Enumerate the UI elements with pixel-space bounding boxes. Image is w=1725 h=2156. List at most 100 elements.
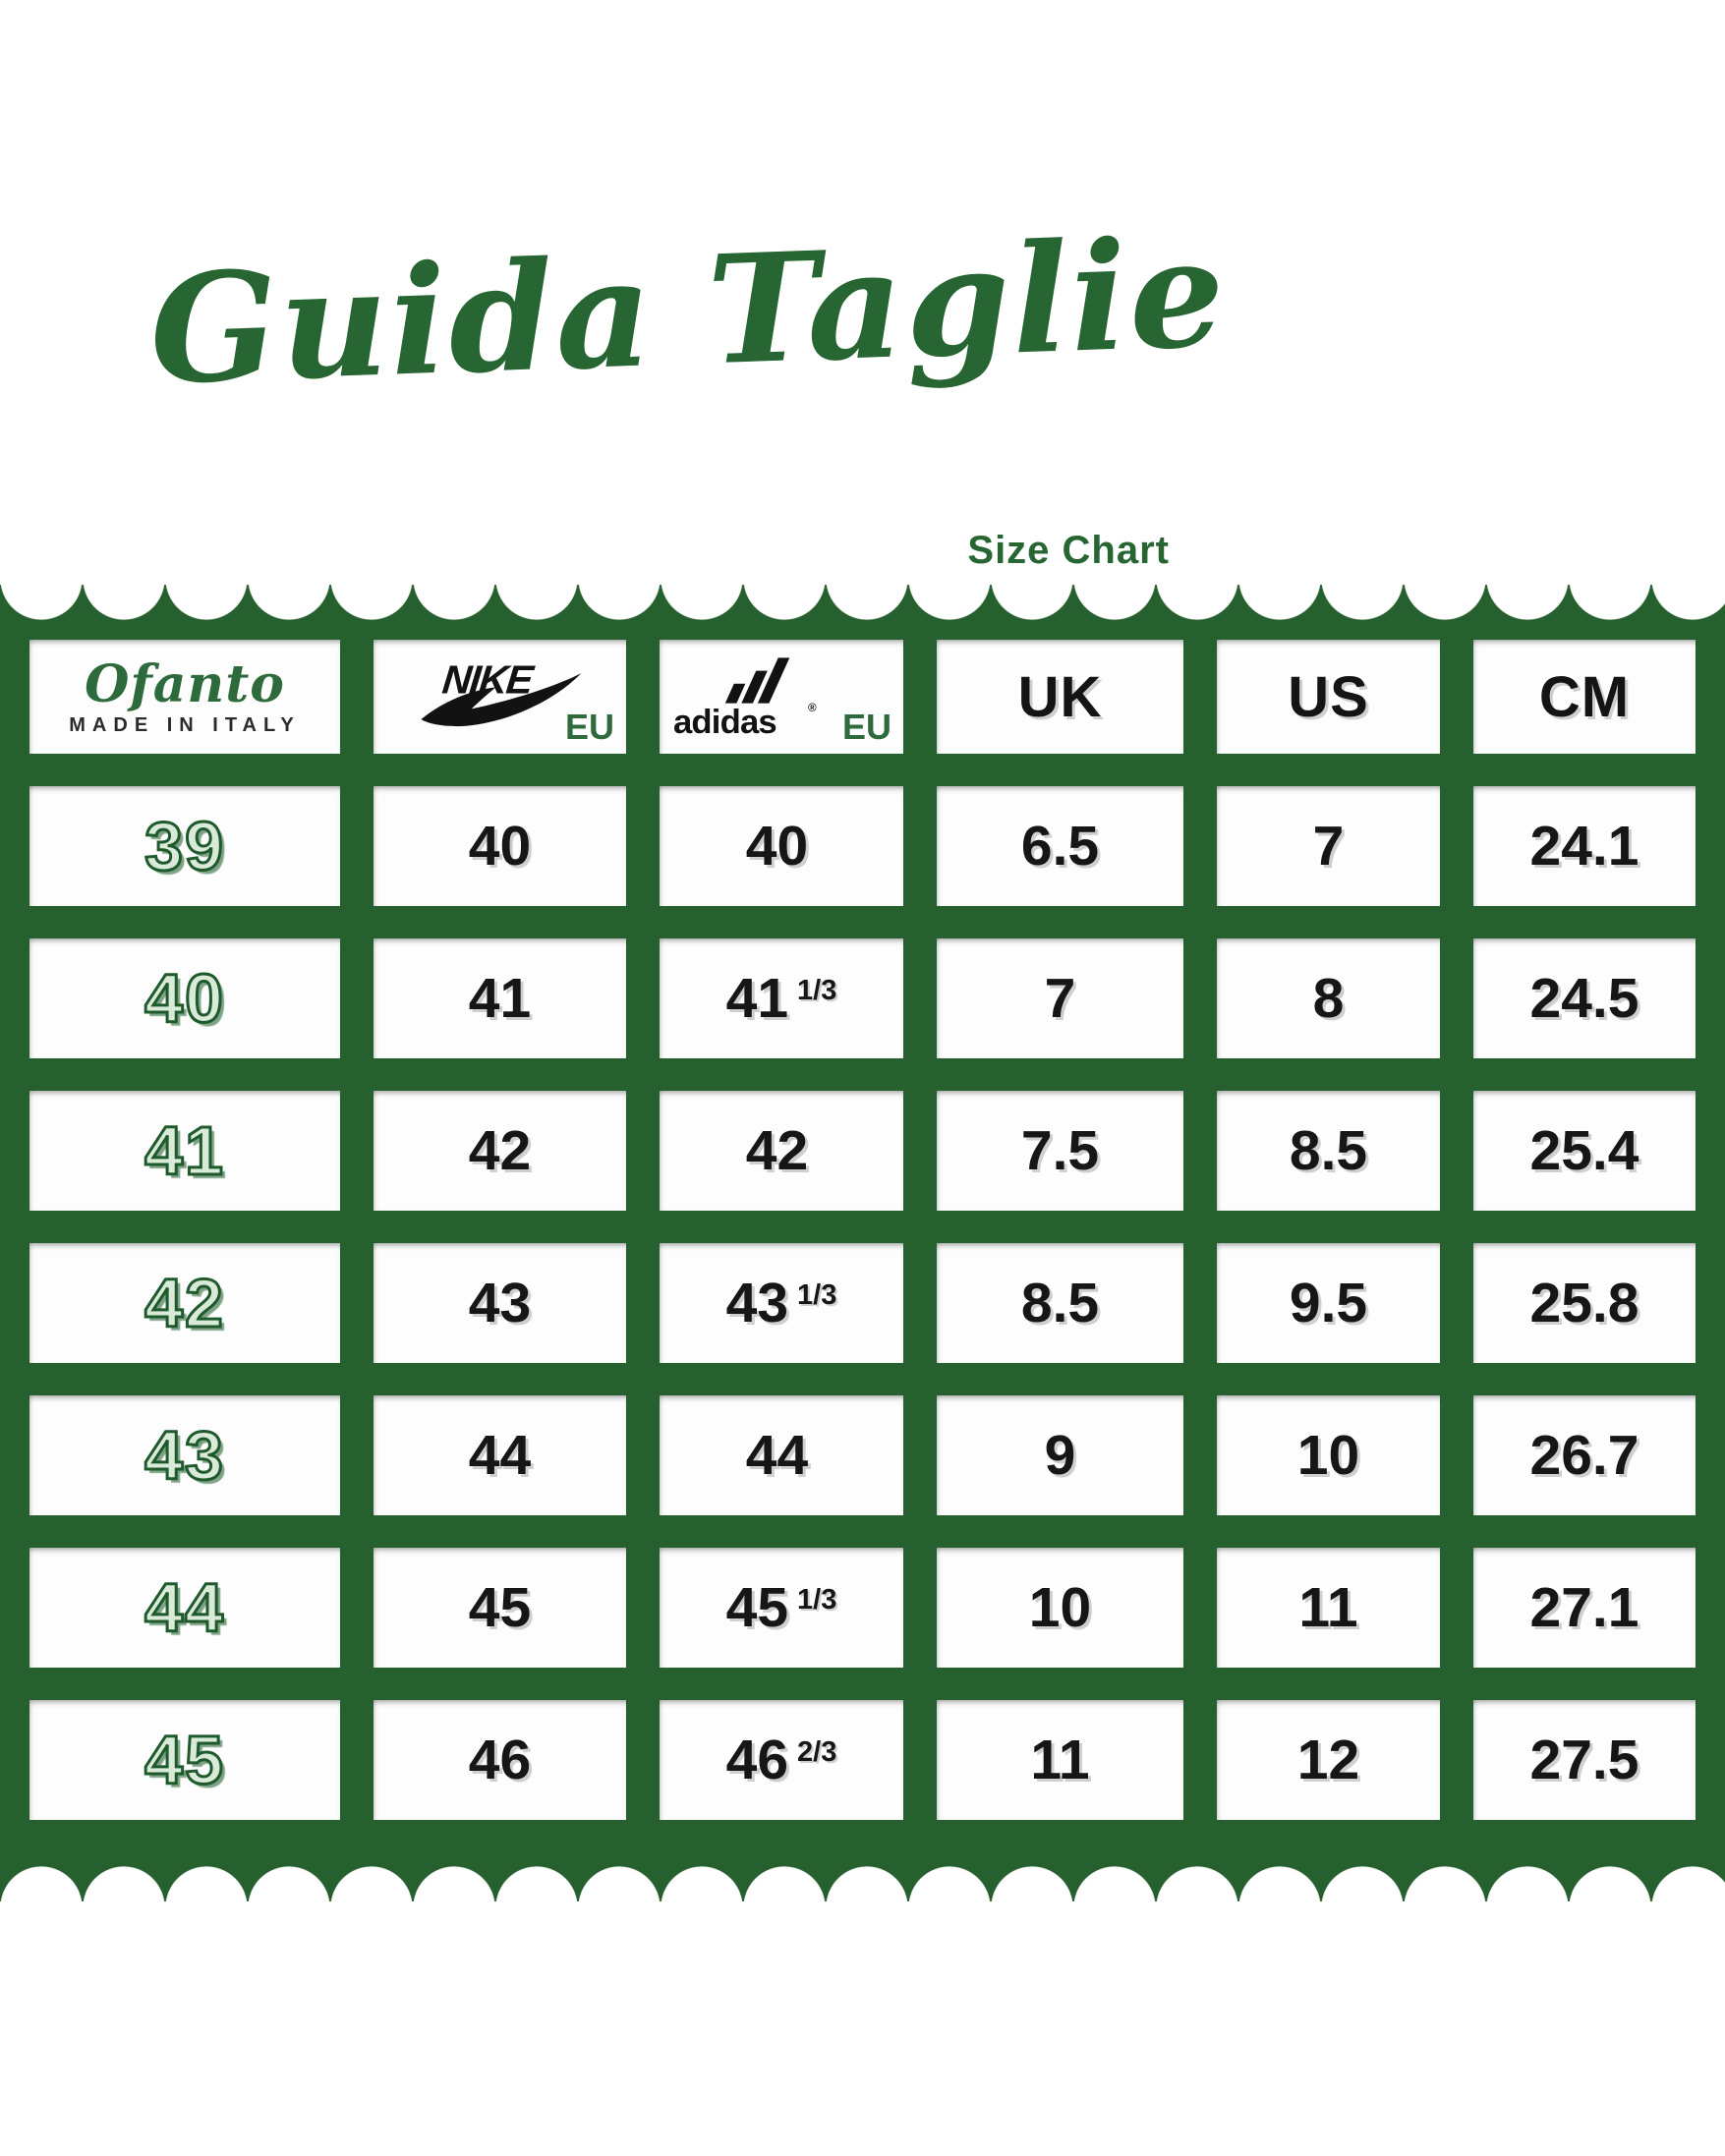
adidas-size-value: 44 [745, 1424, 809, 1487]
us-size-cell: 12 [1217, 1700, 1440, 1820]
uk-size-cell: 7.5 [937, 1091, 1183, 1211]
nike-size-value: 42 [468, 1119, 532, 1182]
us-size-cell: 8 [1217, 938, 1440, 1058]
uk-size-value: 8.5 [1020, 1272, 1100, 1334]
adidas-size-fraction: 2/3 [797, 1735, 837, 1768]
cm-size-value: 25.8 [1529, 1272, 1639, 1334]
cm-size-value: 24.5 [1529, 967, 1639, 1030]
uk-size-value: 7.5 [1020, 1119, 1100, 1182]
adidas-size-value: 46 [725, 1729, 789, 1791]
nike-size-value: 46 [468, 1729, 532, 1791]
us-size-value: 8.5 [1289, 1119, 1368, 1182]
nike-size-cell: 45 [374, 1548, 626, 1668]
uk-size-value: 7 [1044, 967, 1076, 1030]
nike-size-cell: 44 [374, 1395, 626, 1515]
scalloped-table-frame: Ofanto MADE IN ITALY NIKE EU adidas ® [0, 585, 1725, 1901]
us-size-cell: 9.5 [1217, 1243, 1440, 1363]
adidas-size-cell: 40 [660, 786, 903, 906]
adidas-size-fraction: 1/3 [797, 1278, 837, 1311]
ofanto-brand-header: Ofanto MADE IN ITALY [29, 640, 340, 754]
us-header-label: US [1288, 664, 1369, 729]
adidas-size-value: 43 [725, 1272, 789, 1334]
title-area: Guida Taglie Size Chart [0, 0, 1725, 585]
uk-size-cell: 7 [937, 938, 1183, 1058]
cm-size-cell: 27.1 [1473, 1548, 1696, 1668]
nike-size-value: 44 [468, 1424, 532, 1487]
adidas-eu-header: adidas ® EU [660, 640, 903, 754]
adidas-size-cell: 42 [660, 1091, 903, 1211]
ofanto-size-cell: 42 [29, 1243, 340, 1363]
page-title: Guida Taglie [146, 203, 1230, 419]
adidas-size-value: 45 [725, 1576, 789, 1639]
us-size-value: 12 [1296, 1729, 1360, 1791]
nike-size-cell: 43 [374, 1243, 626, 1363]
cm-size-cell: 24.5 [1473, 938, 1696, 1058]
adidas-registered-mark: ® [808, 703, 817, 714]
cm-size-cell: 26.7 [1473, 1395, 1696, 1515]
cm-size-value: 27.5 [1529, 1729, 1639, 1791]
uk-size-cell: 8.5 [937, 1243, 1183, 1363]
adidas-size-value: 42 [745, 1119, 809, 1182]
nike-size-cell: 41 [374, 938, 626, 1058]
adidas-logo-icon: adidas ® [673, 657, 817, 741]
us-size-value: 7 [1312, 815, 1345, 878]
adidas-size-cell: 44 [660, 1395, 903, 1515]
uk-size-cell: 6.5 [937, 786, 1183, 906]
adidas-size-cell: 46 2/3 [660, 1700, 903, 1820]
us-size-cell: 10 [1217, 1395, 1440, 1515]
ofanto-size-value: 40 [144, 959, 225, 1039]
uk-size-value: 10 [1028, 1576, 1092, 1639]
nike-size-value: 43 [468, 1272, 532, 1334]
ofanto-size-value: 41 [144, 1111, 225, 1191]
us-size-value: 9.5 [1289, 1272, 1368, 1334]
bottom-margin [0, 1901, 1725, 2156]
ofanto-size-value: 43 [144, 1416, 225, 1496]
nike-size-cell: 40 [374, 786, 626, 906]
cm-size-value: 26.7 [1529, 1424, 1639, 1487]
adidas-eu-unit-label: EU [841, 707, 891, 747]
adidas-size-cell: 43 1/3 [660, 1243, 903, 1363]
nike-eu-unit-label: EU [564, 707, 614, 747]
cm-size-cell: 24.1 [1473, 786, 1696, 906]
us-size-cell: 11 [1217, 1548, 1440, 1668]
ofanto-logo-text: Ofanto [85, 654, 285, 715]
us-column-header: US [1217, 640, 1440, 754]
ofanto-size-cell: 39 [29, 786, 340, 906]
adidas-bar-large [757, 657, 790, 704]
nike-logo-icon: NIKE [420, 657, 581, 727]
nike-size-cell: 46 [374, 1700, 626, 1820]
cm-size-value: 25.4 [1529, 1119, 1639, 1182]
ofanto-size-value: 44 [144, 1568, 225, 1648]
nike-eu-header: NIKE EU [374, 640, 626, 754]
adidas-size-fraction: 1/3 [797, 974, 837, 1006]
adidas-size-value: 41 [725, 967, 789, 1030]
us-size-cell: 8.5 [1217, 1091, 1440, 1211]
cm-header-label: CM [1538, 664, 1631, 729]
us-size-cell: 7 [1217, 786, 1440, 906]
ofanto-size-cell: 40 [29, 938, 340, 1058]
ofanto-size-value: 45 [144, 1721, 225, 1800]
uk-size-cell: 10 [937, 1548, 1183, 1668]
nike-size-value: 41 [468, 967, 532, 1030]
nike-size-cell: 42 [374, 1091, 626, 1211]
us-size-value: 8 [1312, 967, 1345, 1030]
nike-wordmark: NIKE [439, 657, 537, 703]
uk-size-cell: 11 [937, 1700, 1183, 1820]
us-size-value: 10 [1296, 1424, 1360, 1487]
ofanto-size-cell: 41 [29, 1091, 340, 1211]
uk-size-value: 6.5 [1020, 815, 1100, 878]
adidas-bar-medium [741, 670, 768, 704]
cm-size-value: 24.1 [1529, 815, 1639, 878]
adidas-size-cell: 45 1/3 [660, 1548, 903, 1668]
ofanto-size-value: 39 [144, 807, 225, 886]
ofanto-size-cell: 45 [29, 1700, 340, 1820]
page-subtitle: Size Chart [967, 529, 1170, 572]
uk-column-header: UK [937, 640, 1183, 754]
cm-size-cell: 25.8 [1473, 1243, 1696, 1363]
nike-swoosh-icon [420, 673, 581, 727]
adidas-bar-small [724, 683, 746, 704]
ofanto-size-cell: 43 [29, 1395, 340, 1515]
cm-size-value: 27.1 [1529, 1576, 1639, 1639]
size-conversion-table: Ofanto MADE IN ITALY NIKE EU adidas ® [29, 640, 1696, 1820]
